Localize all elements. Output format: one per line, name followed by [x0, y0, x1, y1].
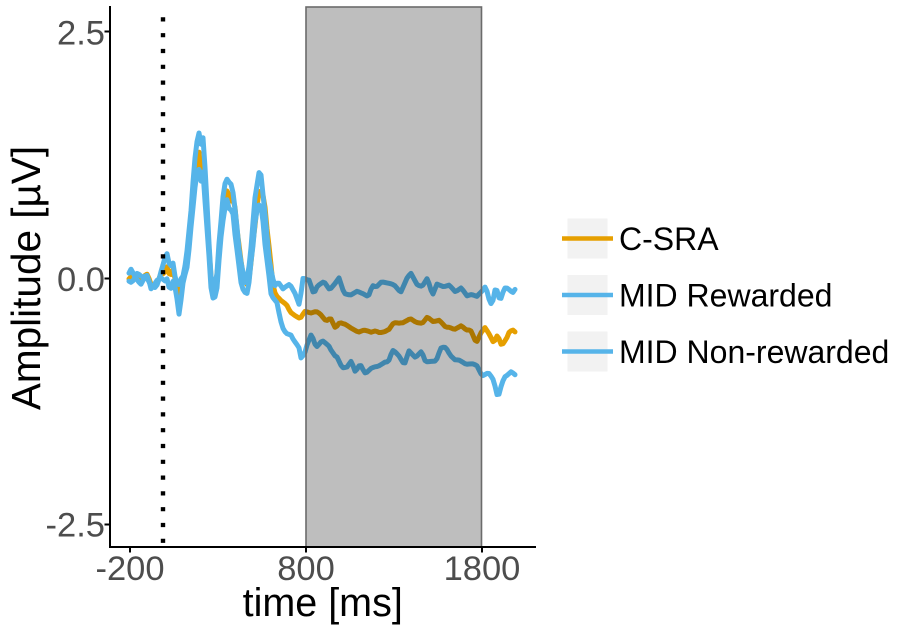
svg-text:0.0: 0.0 [57, 261, 105, 299]
svg-text:-2.5: -2.5 [46, 507, 105, 545]
svg-text:MID Non-rewarded: MID Non-rewarded [619, 334, 889, 370]
svg-text:800: 800 [277, 550, 335, 588]
svg-text:2.5: 2.5 [57, 15, 105, 53]
svg-text:Amplitude [µV]: Amplitude [µV] [3, 146, 49, 410]
svg-text:MID Rewarded: MID Rewarded [619, 277, 832, 313]
svg-text:C-SRA: C-SRA [619, 221, 719, 257]
svg-text:time [ms]: time [ms] [243, 581, 403, 625]
svg-text:1800: 1800 [444, 550, 521, 588]
svg-text:-200: -200 [95, 550, 164, 588]
